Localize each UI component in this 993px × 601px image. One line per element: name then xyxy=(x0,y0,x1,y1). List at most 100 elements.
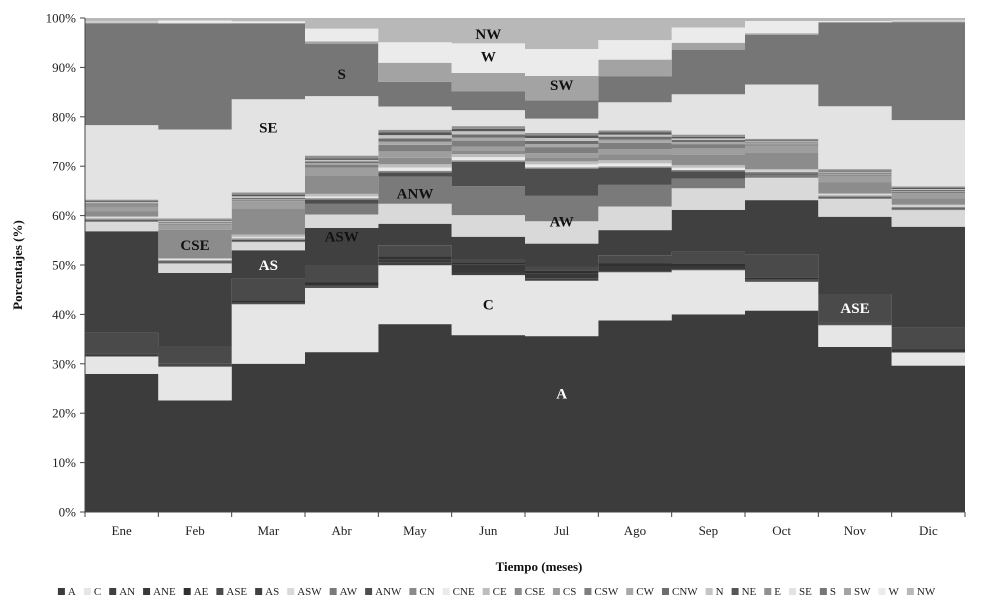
legend-item-w: W xyxy=(878,586,899,598)
area-series-group xyxy=(85,18,965,512)
area-series-anw xyxy=(85,161,965,263)
legend-item-ce: CE xyxy=(482,586,507,598)
legend-swatch xyxy=(83,588,91,595)
area-label-s: S xyxy=(337,67,345,83)
legend-item-s: S xyxy=(819,586,836,598)
legend-swatch xyxy=(514,588,522,595)
legend-label: S xyxy=(830,586,836,598)
legend-swatch xyxy=(626,588,634,595)
x-tick-label: May xyxy=(403,523,427,538)
x-tick-label: Abr xyxy=(332,523,353,538)
x-tick-label: Jun xyxy=(479,523,498,538)
legend-label: C xyxy=(94,586,101,598)
legend-item-c: C xyxy=(83,586,101,598)
area-label-sw: SW xyxy=(550,78,573,94)
legend-label: N xyxy=(716,586,724,598)
legend-label: CNW xyxy=(672,586,698,598)
x-tick-label: Jul xyxy=(554,523,570,538)
legend-label: SW xyxy=(854,586,871,598)
area-label-se: SE xyxy=(259,121,277,137)
area-label-ase: ASE xyxy=(840,301,869,317)
legend-item-cw: CW xyxy=(626,586,655,598)
legend-swatch xyxy=(183,588,191,595)
legend-swatch xyxy=(57,588,65,595)
y-axis-title: Porcentajes (%) xyxy=(10,220,25,310)
legend-swatch xyxy=(789,588,797,595)
area-label-as: AS xyxy=(259,258,278,274)
legend-label: AN xyxy=(119,586,135,598)
x-tick-label: Ago xyxy=(624,523,646,538)
legend-item-cs: CS xyxy=(552,586,576,598)
y-tick-label: 30% xyxy=(52,356,76,371)
legend-swatch xyxy=(661,588,669,595)
x-tick-label: Oct xyxy=(772,523,791,538)
legend-item-asw: ASW xyxy=(287,586,322,598)
legend-item-aw: AW xyxy=(329,586,358,598)
legend-item-a: A xyxy=(57,586,76,598)
area-label-w: W xyxy=(481,50,496,66)
legend-swatch xyxy=(552,588,560,595)
legend-label: CW xyxy=(636,586,654,598)
legend-swatch xyxy=(409,588,417,595)
legend-swatch xyxy=(843,588,851,595)
legend-swatch xyxy=(287,588,295,595)
area-label-cse: CSE xyxy=(180,238,209,254)
y-tick-label: 60% xyxy=(52,208,76,223)
area-series-asw xyxy=(85,177,965,273)
legend-item-cn: CN xyxy=(409,586,435,598)
y-tick-label: 10% xyxy=(52,455,76,470)
legend-label: ASW xyxy=(297,586,322,598)
x-tick-label: Dic xyxy=(919,523,938,538)
y-tick-label: 40% xyxy=(52,307,76,322)
legend-swatch xyxy=(764,588,772,595)
legend-label: A xyxy=(68,586,76,598)
area-label-anw: ANW xyxy=(397,186,434,202)
legend-label: CSE xyxy=(525,586,545,598)
legend-item-cnw: CNW xyxy=(661,586,698,598)
legend-swatch xyxy=(819,588,827,595)
legend-label: AS xyxy=(265,586,279,598)
legend-label: CN xyxy=(419,586,434,598)
legend-swatch xyxy=(584,588,592,595)
legend: A C AN ANE AE ASE AS ASW AW ANW CN CNE CE CSE CS CSW CW C… xyxy=(57,586,936,598)
x-tick-label: Mar xyxy=(257,523,279,538)
legend-label: NE xyxy=(742,586,757,598)
legend-item-ase: ASE xyxy=(216,586,247,598)
y-tick-label: 100% xyxy=(46,11,77,26)
legend-label: ANW xyxy=(375,586,402,598)
legend-swatch xyxy=(216,588,224,595)
x-tick-group: Ene Feb Mar Abr May Jun Jul Ago Sep Oct Nov Dic xyxy=(84,512,966,538)
legend-label: ASE xyxy=(226,586,247,598)
legend-item-se: SE xyxy=(789,586,812,598)
legend-swatch xyxy=(731,588,739,595)
legend-swatch xyxy=(705,588,713,595)
legend-label: CSW xyxy=(594,586,618,598)
legend-item-as: AS xyxy=(255,586,279,598)
area-series-aw xyxy=(85,174,965,264)
legend-swatch xyxy=(442,588,450,595)
area-label-nw: NW xyxy=(475,27,501,43)
area-series-nw xyxy=(85,18,965,49)
legend-item-an: AN xyxy=(109,586,135,598)
x-axis-title: Tiempo (meses) xyxy=(496,559,583,574)
x-tick-label: Ene xyxy=(112,523,132,538)
legend-swatch xyxy=(906,588,914,595)
legend-item-cse: CSE xyxy=(514,586,545,598)
y-tick-label: 0% xyxy=(59,505,77,520)
area-label-asw: ASW xyxy=(325,229,359,245)
area-label-c: C xyxy=(483,298,494,314)
legend-swatch xyxy=(365,588,373,595)
legend-label: AW xyxy=(340,586,358,598)
legend-label: CS xyxy=(563,586,576,598)
area-series-sw xyxy=(85,21,965,101)
legend-swatch xyxy=(255,588,263,595)
legend-swatch xyxy=(482,588,490,595)
legend-item-ae: AE xyxy=(183,586,209,598)
legend-swatch xyxy=(878,588,886,595)
legend-item-cne: CNE xyxy=(442,586,475,598)
legend-swatch xyxy=(109,588,117,595)
x-tick-label: Feb xyxy=(185,523,205,538)
legend-swatch xyxy=(329,588,337,595)
